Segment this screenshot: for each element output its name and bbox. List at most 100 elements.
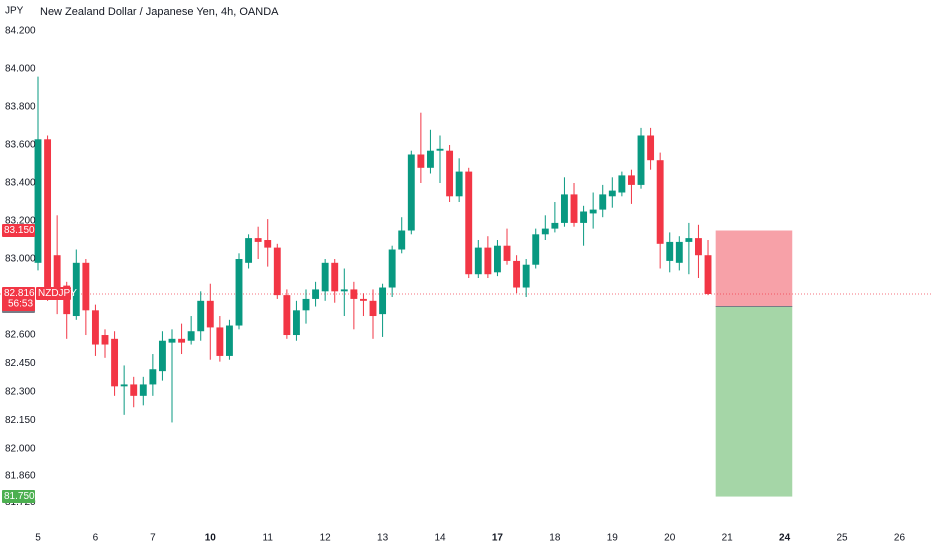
candle-body: [618, 175, 626, 193]
candle-body: [541, 228, 549, 235]
chart-title: New Zealand Dollar / Japanese Yen, 4h, O…: [40, 6, 279, 18]
x-tick-label: 11: [263, 533, 274, 544]
candle-body: [666, 241, 674, 261]
candle-body: [359, 298, 367, 301]
stop-label-box: [2, 224, 35, 238]
y-tick-label: 83.000: [5, 254, 36, 265]
candle-body: [407, 154, 415, 231]
candle-body: [580, 211, 588, 223]
x-tick-label: 21: [722, 533, 734, 544]
target-label: 81.750: [4, 491, 35, 502]
candle-body: [493, 245, 501, 273]
candle-body: [560, 194, 568, 223]
candle-body: [340, 289, 348, 292]
y-tick-label: 84.000: [5, 64, 36, 75]
candle-body: [350, 289, 358, 299]
x-tick-label: 19: [607, 533, 619, 544]
candle-body: [331, 262, 339, 292]
y-tick-label: 82.300: [5, 387, 36, 398]
candle-body: [398, 230, 406, 250]
y-tick-label: 83.400: [5, 178, 36, 189]
y-tick-label: 82.450: [5, 358, 36, 369]
target-label-box: [2, 490, 35, 504]
candle-body: [417, 154, 425, 168]
y-tick-label: 84.200: [5, 26, 36, 37]
y-tick-label: 83.800: [5, 102, 36, 113]
candle-body: [44, 139, 52, 290]
candle-body: [551, 222, 559, 229]
candle-body: [197, 300, 205, 332]
x-tick-label: 24: [779, 533, 791, 544]
x-tick-label: 10: [205, 533, 217, 544]
candle-body: [139, 384, 147, 396]
candle-body: [292, 310, 300, 336]
y-tick-label: 83.200: [5, 216, 36, 227]
candle-body: [111, 338, 119, 387]
candle-body: [72, 262, 80, 317]
candle-body: [206, 300, 214, 328]
candle-body: [446, 150, 454, 197]
candle-body: [474, 247, 482, 275]
candle-body: [426, 150, 434, 168]
y-tick-label: 82.000: [5, 444, 36, 455]
candle-body: [599, 194, 607, 210]
x-tick-label: 17: [492, 533, 504, 544]
candle-body: [570, 194, 578, 223]
x-tick-label: 6: [93, 533, 99, 544]
y-tick-label: 82.150: [5, 415, 36, 426]
x-tick-label: 26: [894, 533, 906, 544]
candle-body: [608, 190, 616, 197]
candle-body: [149, 369, 157, 385]
x-tick-label: 12: [320, 533, 332, 544]
symbol-box: [36, 286, 71, 300]
candle-body: [254, 238, 262, 242]
candle-body: [369, 300, 377, 317]
candle-body: [321, 262, 329, 292]
x-tick-label: 20: [664, 533, 676, 544]
candle-body: [302, 298, 310, 311]
candle-body: [264, 240, 272, 248]
stop-label: 83.150: [4, 225, 35, 236]
candle-body: [455, 171, 463, 197]
countdown: 56:53: [8, 299, 33, 310]
symbol-label: NZDJPY: [38, 288, 77, 299]
candle-body: [685, 238, 693, 242]
candle-body: [532, 234, 540, 265]
x-tick-label: 5: [35, 533, 41, 544]
candle-body: [388, 249, 396, 288]
candle-body: [628, 175, 635, 185]
candle-body: [465, 171, 473, 275]
candle-body: [101, 335, 109, 345]
candle-body: [484, 247, 492, 275]
candle-body: [91, 310, 99, 345]
last-price-label: 82.816: [4, 288, 35, 299]
y-tick-label: 83.600: [5, 140, 36, 151]
candle-body: [647, 135, 655, 161]
candle-body: [637, 135, 645, 185]
target-zone: [715, 306, 793, 497]
y-tick-label: 81.860: [5, 470, 36, 481]
candle-body: [130, 384, 138, 396]
candle-body: [34, 139, 42, 263]
candle-body: [178, 338, 186, 343]
candle-body: [379, 287, 387, 315]
candle-body: [53, 255, 61, 290]
candle-body: [82, 262, 90, 311]
candle-body: [216, 327, 224, 356]
x-tick-label: 25: [836, 533, 848, 544]
candle-body: [168, 338, 176, 343]
stop-zone: [715, 230, 793, 307]
x-tick-label: 18: [549, 533, 561, 544]
candle-body: [436, 148, 444, 151]
candle-body: [245, 238, 253, 263]
candle-body: [120, 384, 128, 387]
candle-body: [675, 241, 683, 263]
candle-body: [312, 289, 320, 299]
x-tick-label: 14: [434, 533, 446, 544]
candle-body: [704, 255, 712, 294]
y-unit: JPY: [5, 6, 24, 17]
candle-body: [695, 238, 702, 256]
candle-body: [225, 325, 233, 356]
y-tick-label: 82.600: [5, 330, 36, 341]
